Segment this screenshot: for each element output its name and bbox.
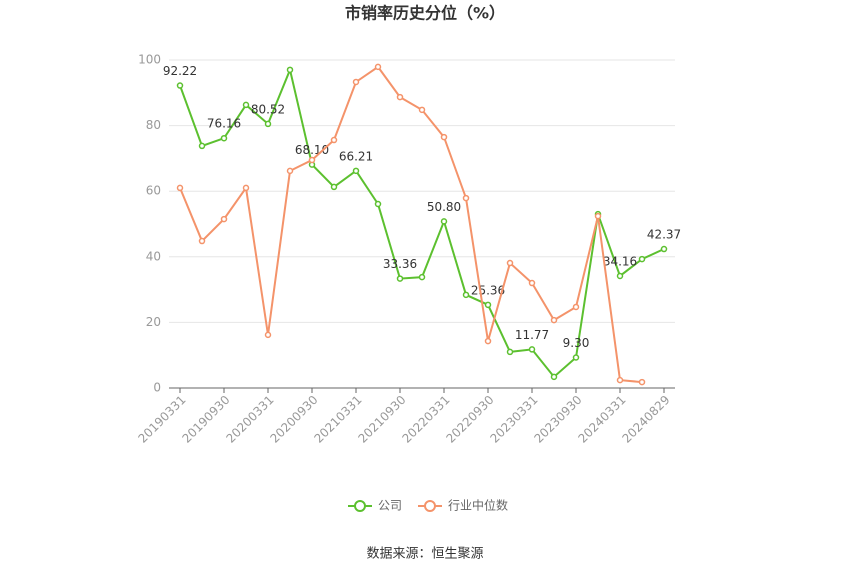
y-tick-label: 80 bbox=[146, 118, 161, 132]
point bbox=[330, 136, 338, 144]
point bbox=[418, 273, 426, 281]
point bbox=[550, 316, 558, 324]
y-tick-label: 60 bbox=[146, 184, 161, 198]
point bbox=[352, 167, 360, 175]
y-tick-label: 20 bbox=[146, 315, 161, 329]
point bbox=[484, 337, 492, 345]
point bbox=[638, 255, 646, 263]
point bbox=[330, 183, 338, 191]
point bbox=[374, 63, 382, 71]
point bbox=[528, 279, 536, 287]
data-label: 11.77 bbox=[515, 328, 549, 342]
data-label: 33.36 bbox=[383, 257, 417, 271]
point bbox=[352, 78, 360, 86]
source: 数据来源：恒生聚源 bbox=[366, 547, 483, 562]
point bbox=[506, 348, 514, 356]
point bbox=[616, 272, 624, 280]
point bbox=[528, 346, 536, 353]
point bbox=[396, 275, 404, 282]
point bbox=[264, 120, 272, 128]
data-label: 80.52 bbox=[251, 102, 285, 116]
point bbox=[462, 291, 470, 299]
point bbox=[506, 259, 514, 267]
point bbox=[220, 215, 228, 223]
point bbox=[374, 200, 382, 208]
point bbox=[242, 184, 250, 192]
point bbox=[220, 134, 228, 142]
point bbox=[550, 373, 558, 381]
chart-title: 市销率历史分位（%） bbox=[345, 4, 505, 23]
point bbox=[308, 156, 316, 164]
point bbox=[660, 245, 668, 253]
legend-marker bbox=[354, 500, 366, 512]
point bbox=[484, 301, 492, 309]
point bbox=[572, 303, 580, 311]
point bbox=[198, 142, 206, 150]
point bbox=[418, 106, 426, 114]
series-line bbox=[179, 65, 643, 384]
point bbox=[176, 184, 184, 192]
y-tick-label: 40 bbox=[146, 249, 161, 263]
data-label: 68.10 bbox=[295, 143, 329, 157]
data-label: 76.16 bbox=[207, 117, 241, 131]
data-label: 66.21 bbox=[339, 149, 373, 163]
data-label: 9.30 bbox=[563, 336, 590, 350]
point bbox=[440, 218, 448, 225]
point bbox=[638, 378, 646, 386]
point bbox=[176, 82, 184, 89]
y-tick-label: 100 bbox=[138, 53, 161, 67]
point bbox=[198, 237, 206, 245]
data-label: 50.80 bbox=[427, 200, 461, 214]
y-tick-label: 0 bbox=[153, 381, 161, 395]
point bbox=[242, 101, 250, 109]
point bbox=[286, 167, 294, 175]
point bbox=[396, 93, 404, 101]
point bbox=[462, 194, 470, 202]
legend-marker bbox=[424, 500, 436, 512]
point bbox=[264, 331, 272, 339]
legend-label: 公司 bbox=[378, 499, 402, 513]
legend-label: 行业中位数 bbox=[448, 498, 508, 513]
point bbox=[440, 133, 448, 141]
point bbox=[616, 376, 624, 384]
data-label: 92.22 bbox=[163, 64, 197, 78]
point bbox=[286, 66, 294, 74]
data-label: 42.37 bbox=[647, 228, 681, 242]
point bbox=[572, 354, 580, 361]
point bbox=[594, 212, 602, 220]
x-tick-label: 20240829 bbox=[620, 393, 673, 446]
data-label: 34.16 bbox=[603, 254, 637, 268]
